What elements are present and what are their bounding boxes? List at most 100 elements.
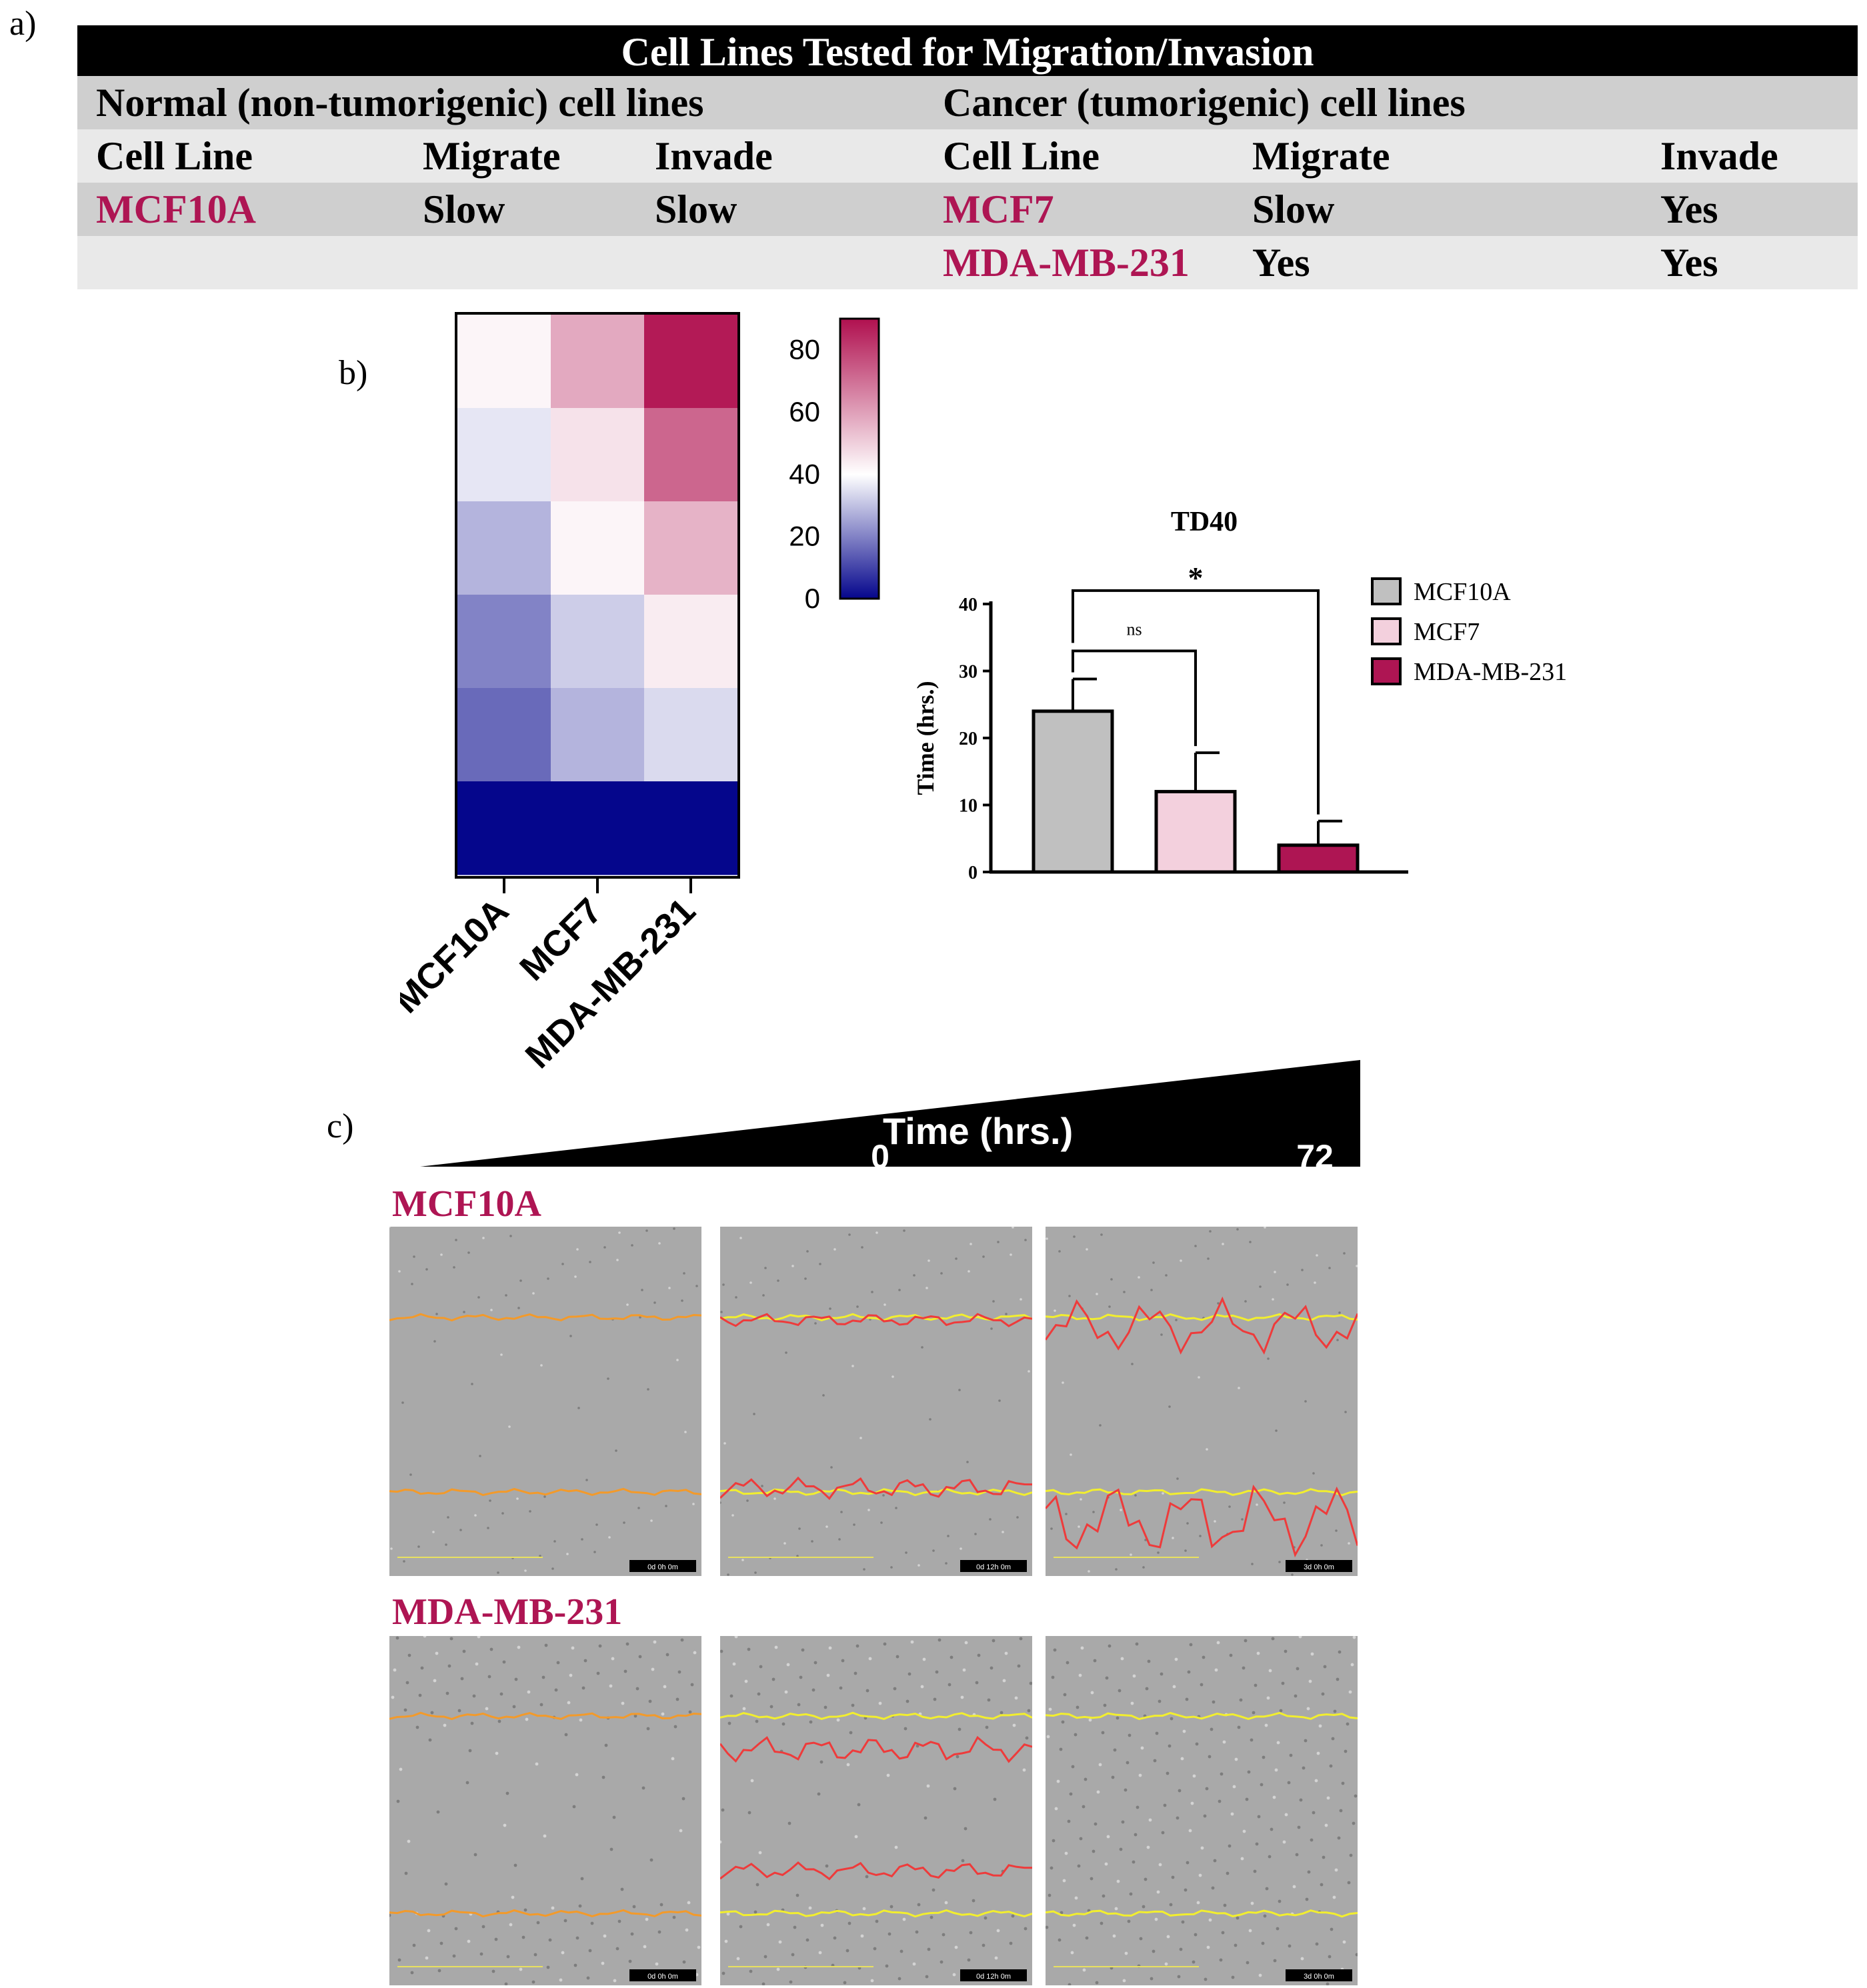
row-label-mda-mb-231: MDA-MB-231 bbox=[392, 1591, 623, 1633]
heatmap-x-label: MDA-MB-231 bbox=[518, 891, 703, 1076]
scratch-wound-image: 0d 12h 0m bbox=[720, 1227, 1032, 1576]
cell-line-name: MCF10A bbox=[96, 187, 256, 231]
invade-value: Slow bbox=[655, 187, 737, 231]
timestamp-box bbox=[960, 1969, 1027, 1981]
colorbar-tick-label: 60 bbox=[789, 396, 820, 427]
panel-label-c: c) bbox=[327, 1107, 354, 1145]
current-wound-edge bbox=[720, 1735, 1032, 1763]
colorbar-tick-label: 0 bbox=[805, 583, 820, 614]
heatmap-cell bbox=[644, 501, 738, 595]
heatmap-cells bbox=[457, 315, 738, 875]
td40-bar-chart: TD40 Time (hrs.) 0 10 20 30 40 ns * MCF10A MCF7 MDA… bbox=[912, 507, 1567, 883]
cell-texture bbox=[720, 1636, 1032, 1985]
scratch-wound-image: 3d 0h 0m bbox=[1046, 1636, 1358, 1985]
table-row: MCF10A Slow Slow MCF7 Slow Yes bbox=[77, 183, 1858, 236]
heatmap-frame bbox=[455, 312, 740, 879]
initial-wound-edge bbox=[1046, 1909, 1358, 1918]
timestamp-label: 3d 0h 0m bbox=[1304, 1973, 1334, 1981]
initial-wound-edge bbox=[720, 1909, 1032, 1918]
legend-swatch bbox=[1371, 617, 1402, 645]
significance-bracket-star bbox=[1072, 589, 1320, 815]
current-wound-edge bbox=[720, 1861, 1032, 1881]
col-header-migrate-normal: Migrate bbox=[423, 134, 561, 178]
initial-wound-edge bbox=[1046, 1711, 1358, 1721]
current-wound-edge bbox=[1046, 1296, 1358, 1355]
heatmap-cell bbox=[457, 408, 551, 502]
migrate-value: Yes bbox=[1252, 241, 1310, 285]
bar-y-axis-label: Time (hrs.) bbox=[912, 681, 939, 795]
col-header-migrate-cancer: Migrate bbox=[1252, 134, 1390, 178]
time-wedge: Time (hrs.) 0 72 bbox=[420, 1060, 1360, 1170]
heatmap-cell bbox=[551, 408, 645, 502]
heatmap-cell bbox=[551, 595, 645, 689]
heatmap-cell bbox=[551, 688, 645, 782]
heatmap-cell bbox=[457, 595, 551, 689]
heatmap-cell bbox=[644, 781, 738, 875]
image-background bbox=[389, 1636, 701, 1985]
invade-value: Yes bbox=[1660, 241, 1718, 285]
panel-label-b: b) bbox=[339, 354, 368, 392]
cell-line-name: MDA-MB-231 bbox=[943, 241, 1190, 285]
initial-wound-edge bbox=[1046, 1488, 1358, 1497]
current-wound-edge bbox=[1046, 1484, 1358, 1558]
legend-swatch bbox=[1371, 657, 1402, 685]
normal-group-header: Normal (non-tumorigenic) cell lines bbox=[96, 81, 704, 125]
initial-wound-edge bbox=[389, 1487, 701, 1497]
heatmap-cell bbox=[644, 408, 738, 502]
legend-swatch bbox=[1371, 577, 1402, 605]
bar-y-tick-label: 0 bbox=[968, 863, 978, 883]
bar bbox=[1154, 789, 1237, 874]
cancer-group-header: Cancer (tumorigenic) cell lines bbox=[943, 81, 1466, 125]
bar-y-tick-label: 30 bbox=[959, 662, 978, 683]
heatmap-cell bbox=[644, 688, 738, 782]
legend-label: MCF7 bbox=[1414, 618, 1480, 646]
col-header-cell-line-normal: Cell Line bbox=[96, 134, 253, 178]
bar-y-tick-label: 20 bbox=[959, 729, 978, 749]
timestamp-box bbox=[1286, 1969, 1352, 1981]
heatmap-cell bbox=[551, 315, 645, 409]
colorbar-tick-label: 20 bbox=[789, 521, 820, 552]
table-title: Cell Lines Tested for Migration/Invasion bbox=[77, 25, 1858, 76]
initial-wound-edge bbox=[389, 1711, 701, 1721]
scratch-wound-image: 0d 0h 0m bbox=[389, 1227, 701, 1576]
legend-label: MCF10A bbox=[1414, 578, 1511, 606]
heatmap-cell bbox=[457, 501, 551, 595]
image-background bbox=[720, 1227, 1032, 1576]
colorbar-ticks: 0 20 40 60 80 bbox=[789, 334, 820, 614]
timestamp-box bbox=[629, 1560, 696, 1572]
time-ramp-triangle bbox=[420, 1060, 1360, 1167]
table-row: MDA-MB-231 Yes Yes bbox=[77, 236, 1858, 289]
timestamp-box bbox=[1286, 1560, 1352, 1572]
initial-wound-edge bbox=[389, 1313, 701, 1322]
col-header-cell-line-cancer: Cell Line bbox=[943, 134, 1100, 178]
cell-lines-table: Cell Lines Tested for Migration/Invasion… bbox=[77, 25, 1858, 289]
col-header-invade-cancer: Invade bbox=[1660, 134, 1778, 178]
timestamp-label: 3d 0h 0m bbox=[1304, 1563, 1334, 1571]
bar-chart-title: TD40 bbox=[1171, 507, 1238, 537]
time-axis-label: Time (hrs.) bbox=[883, 1110, 1073, 1152]
timestamp-label: 0d 0h 0m bbox=[647, 1563, 678, 1571]
bar-y-tick-label: 40 bbox=[959, 595, 978, 615]
image-background bbox=[1046, 1636, 1358, 1985]
heatmap-cell bbox=[644, 595, 738, 689]
legend-label: MDA-MB-231 bbox=[1414, 658, 1567, 686]
colorbar bbox=[839, 317, 880, 600]
bar bbox=[1277, 843, 1360, 874]
significance-bracket-ns bbox=[1072, 649, 1197, 747]
heatmap-x-label: MCF10A bbox=[400, 891, 516, 1021]
initial-wound-edge bbox=[1046, 1313, 1358, 1322]
timestamp-box bbox=[629, 1969, 696, 1981]
heatmap-cell bbox=[457, 315, 551, 409]
heatmap-cell bbox=[457, 688, 551, 782]
time-end: 72 bbox=[1296, 1138, 1334, 1170]
image-background bbox=[389, 1227, 701, 1576]
migrate-value: Slow bbox=[1252, 187, 1335, 231]
table-column-header-row: Cell Line Migrate Invade Cell Line Migra… bbox=[77, 129, 1858, 183]
initial-wound-edge bbox=[720, 1711, 1032, 1720]
colorbar-tick-label: 80 bbox=[789, 334, 820, 365]
col-header-invade-normal: Invade bbox=[655, 134, 773, 178]
scratch-wound-image: 0d 0h 0m bbox=[389, 1636, 701, 1985]
timestamp-label: 0d 12h 0m bbox=[976, 1973, 1011, 1981]
bar-y-tick-label: 10 bbox=[959, 796, 978, 817]
